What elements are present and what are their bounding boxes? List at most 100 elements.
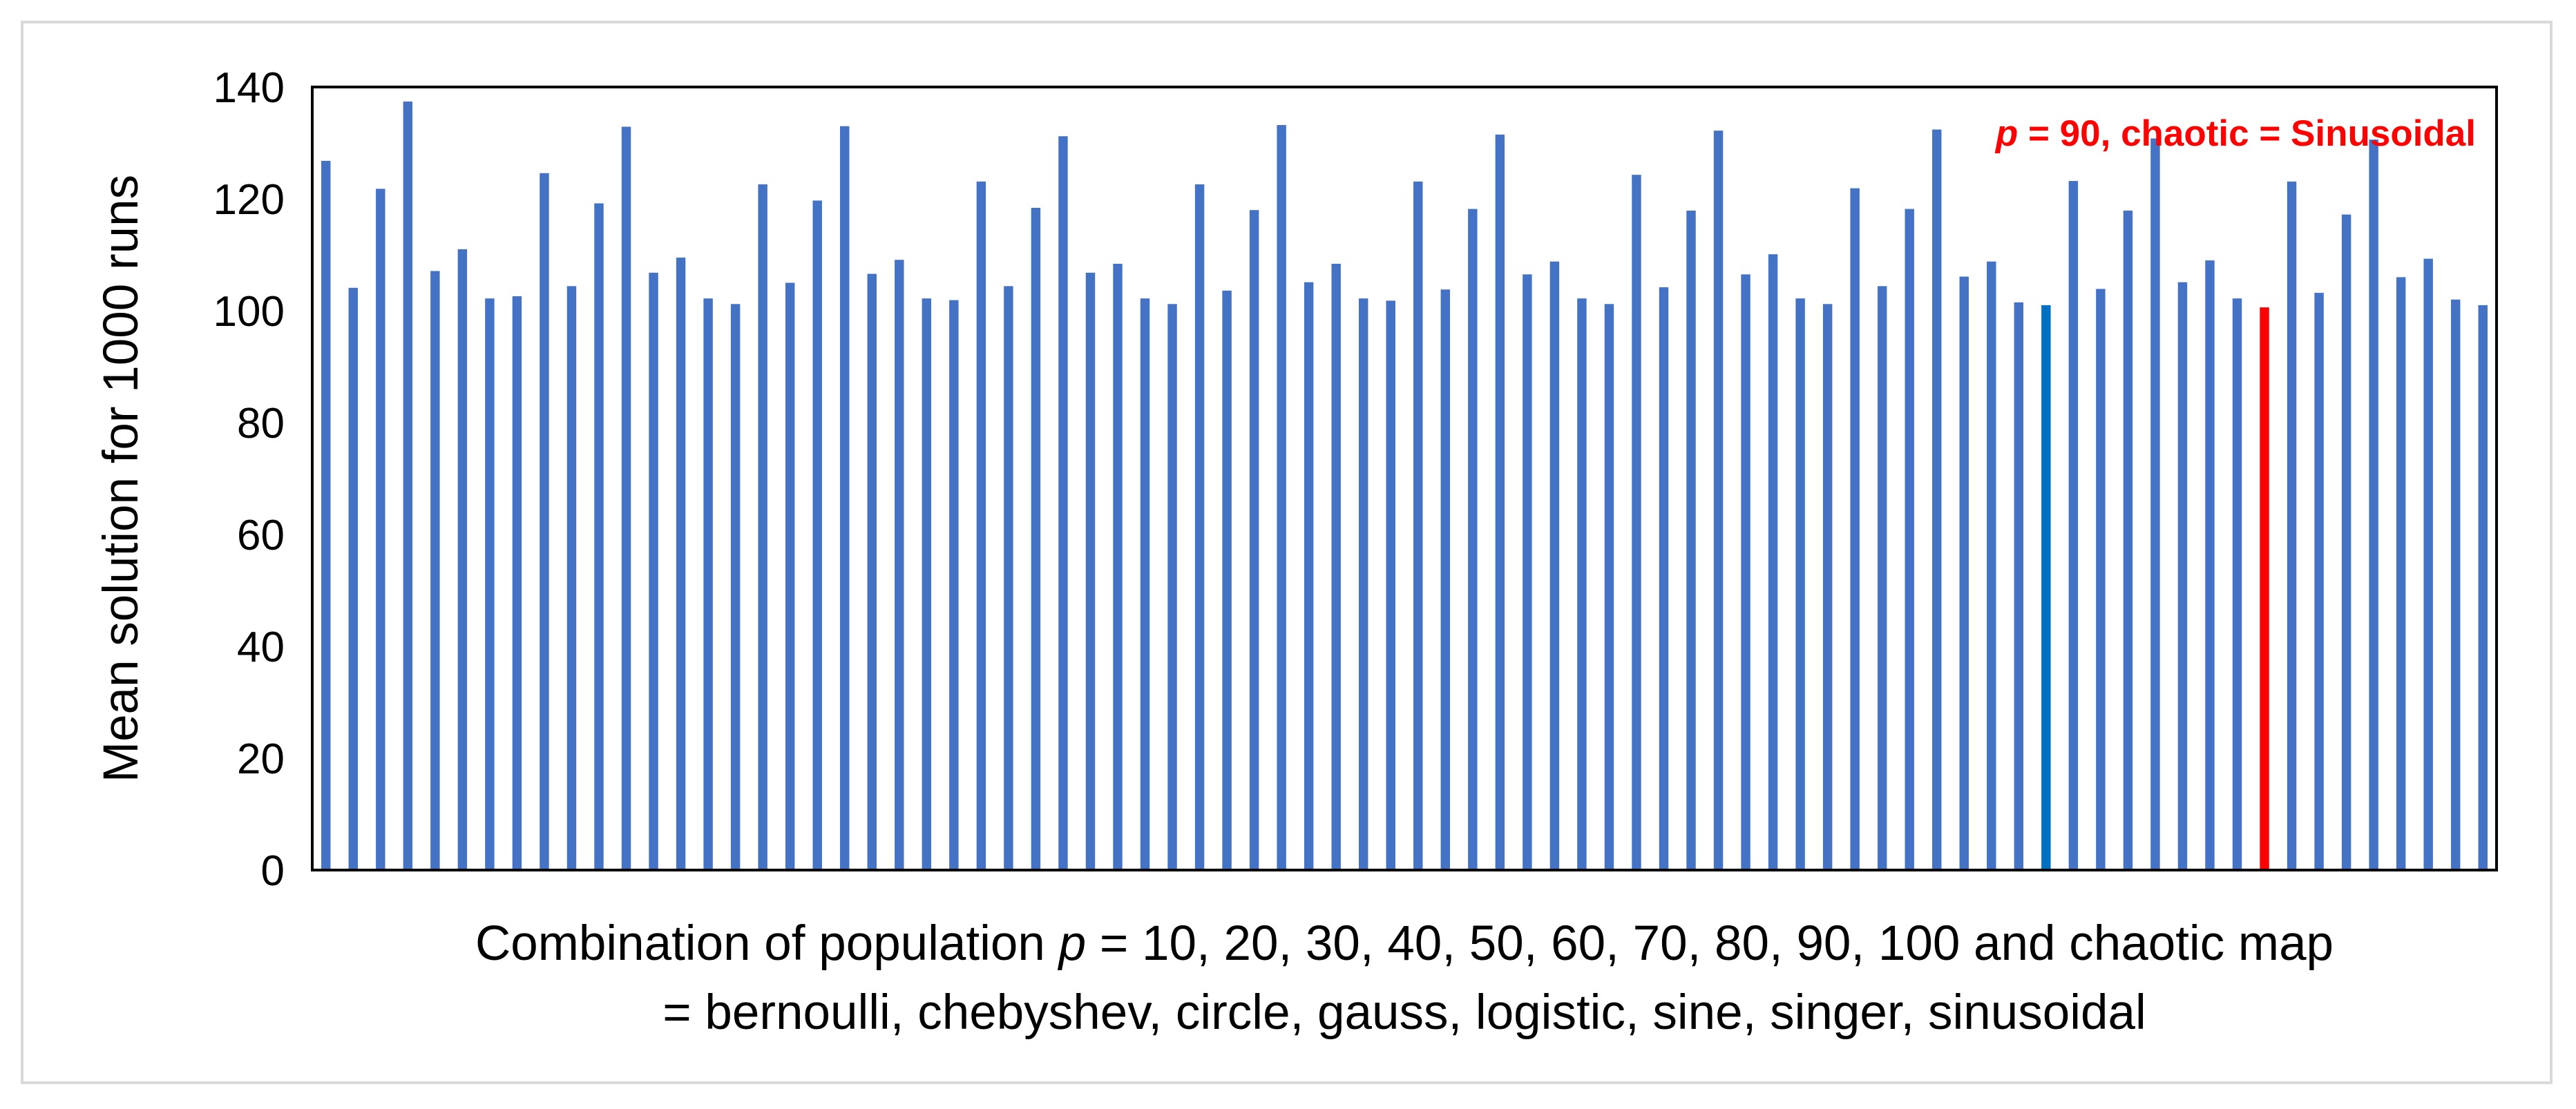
y-axis-title: Mean solution for 1000 runs	[94, 175, 149, 782]
y-tick-label: 0	[261, 847, 285, 895]
bar	[1768, 254, 1778, 870]
bar	[1495, 134, 1505, 871]
bar	[1877, 286, 1887, 870]
x-axis-title-line-1: Combination of population p = 10, 20, 30…	[475, 916, 2334, 971]
x-axis-title-suffix: = 10, 20, 30, 40, 50, 60, 70, 80, 90, 10…	[1086, 916, 2334, 971]
bar	[812, 200, 822, 870]
bar	[949, 300, 959, 870]
bar	[1194, 184, 1205, 870]
bar	[1331, 263, 1341, 871]
y-ticks-layer: 0 20 40 60 80 100 120 140	[213, 64, 285, 895]
bar	[649, 272, 658, 870]
bar	[1549, 261, 1560, 871]
x-axis-title-line-2: = bernoulli, chebyshev, circle, gauss, l…	[662, 985, 2146, 1040]
y-tick-label: 100	[213, 288, 285, 336]
bar	[2450, 299, 2461, 870]
bar	[1959, 276, 1969, 871]
bar	[1277, 125, 1286, 871]
bar	[2423, 258, 2433, 870]
bar	[1440, 289, 1451, 871]
bar	[1031, 207, 1041, 871]
y-tick-label: 80	[237, 400, 285, 447]
bar	[2096, 289, 2106, 870]
bar	[1167, 304, 1177, 870]
bar	[2177, 282, 2188, 870]
bar	[895, 260, 904, 870]
y-tick-label: 40	[237, 624, 285, 671]
bar	[566, 286, 577, 870]
bar	[403, 102, 413, 870]
bar	[2205, 260, 2215, 871]
bar	[512, 296, 522, 870]
bar	[2150, 138, 2160, 870]
y-tick-label: 120	[213, 176, 285, 224]
bar	[1713, 131, 1724, 871]
highlight-annotation: p = 90, chaotic = Sinusoidal	[1994, 113, 2476, 154]
bar-highlight-red	[2260, 307, 2269, 870]
bar	[867, 273, 877, 870]
bar	[758, 184, 767, 870]
bar	[1822, 304, 1833, 870]
bar	[1386, 300, 1395, 870]
bar	[2123, 211, 2133, 870]
bar	[1113, 263, 1123, 871]
bar	[1304, 282, 1314, 870]
bar	[840, 126, 850, 871]
bar	[1795, 298, 1805, 870]
bar	[621, 126, 631, 870]
bar	[676, 258, 686, 870]
bar	[2341, 214, 2351, 870]
bar	[485, 298, 495, 870]
bar-highlight-teal	[2041, 305, 2051, 870]
bar	[457, 249, 468, 870]
bar	[1632, 175, 1641, 871]
y-tick-label: 140	[213, 64, 285, 112]
bar	[922, 298, 932, 870]
bar	[1686, 211, 1696, 870]
bar	[1140, 298, 1150, 870]
bar	[1905, 209, 1914, 871]
bar	[1850, 188, 1860, 870]
bar	[976, 181, 986, 870]
bar	[703, 298, 713, 870]
bar	[321, 160, 331, 870]
bar	[785, 282, 795, 870]
x-axis-title-variable: p	[1058, 916, 1087, 971]
annotation-variable: p	[1994, 113, 2018, 154]
bar	[1577, 298, 1587, 870]
bar	[2396, 277, 2406, 870]
bar	[1058, 136, 1068, 870]
bar	[594, 203, 604, 871]
bar	[2287, 181, 2297, 870]
bar	[2314, 293, 2324, 871]
bar	[2014, 302, 2024, 871]
bar	[1004, 286, 1013, 870]
bar	[2369, 139, 2378, 870]
bar	[2478, 305, 2488, 870]
plot-area-border	[311, 86, 2498, 871]
bar	[348, 287, 359, 870]
bar	[1741, 274, 1750, 871]
y-tick-label: 60	[237, 512, 285, 559]
annotation-text: = 90, chaotic = Sinusoidal	[2018, 113, 2476, 154]
bar	[376, 189, 385, 870]
bar	[1523, 274, 1532, 871]
bar	[1659, 287, 1669, 871]
bar	[1604, 304, 1614, 870]
bar	[2068, 181, 2079, 870]
bar	[1222, 290, 1232, 871]
y-tick-label: 20	[237, 735, 285, 783]
bar	[1085, 272, 1096, 870]
bars-layer	[321, 102, 2488, 871]
bar	[730, 304, 741, 870]
bar	[430, 271, 440, 870]
bar	[1249, 210, 1259, 870]
bar	[2232, 298, 2242, 870]
bar	[540, 173, 549, 871]
bar	[1987, 261, 1996, 871]
chart-frame: 0 20 40 60 80 100 120 140 Mean solution for 100…	[21, 21, 2553, 1084]
bar	[1468, 209, 1478, 871]
bar-chart: 0 20 40 60 80 100 120 140 Mean solution for 100…	[94, 64, 2498, 1040]
x-axis-title-prefix: Combination of population	[475, 916, 1059, 971]
bar	[1358, 298, 1368, 870]
